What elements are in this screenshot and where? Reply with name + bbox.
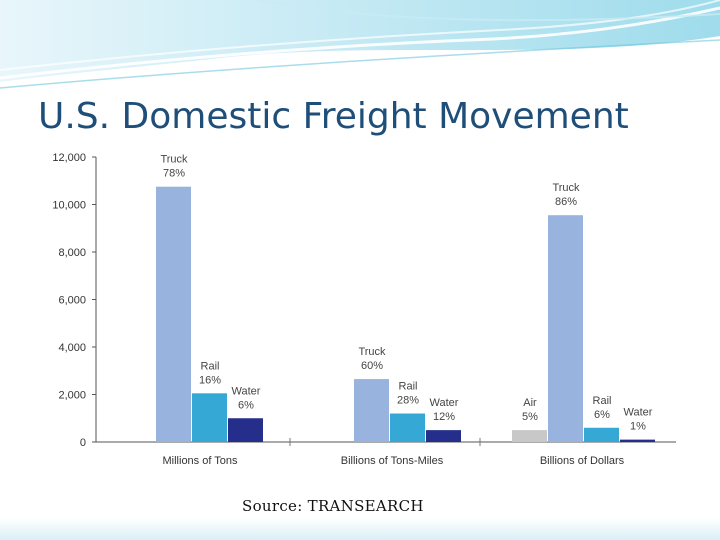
y-tick-label: 12,000: [52, 152, 86, 164]
bar-water: [620, 439, 655, 442]
bar-mode-label: Truck: [160, 154, 188, 166]
bar-share-label: 12%: [433, 411, 455, 423]
bar-share-label: 5%: [522, 411, 538, 423]
bar-truck: [354, 379, 389, 442]
bar-share-label: 16%: [199, 374, 221, 386]
header-banner: [0, 0, 720, 90]
bar-rail: [390, 413, 425, 442]
bar-share-label: 78%: [163, 168, 185, 180]
bar-mode-label: Rail: [593, 395, 612, 407]
bar-share-label: 1%: [630, 421, 646, 433]
bar-mode-label: Water: [624, 407, 653, 419]
bar-share-label: 86%: [555, 196, 577, 208]
x-category-label: Billions of Tons-Miles: [341, 455, 444, 467]
bar-mode-label: Water: [430, 397, 459, 409]
y-tick-label: 8,000: [58, 247, 86, 259]
x-category-label: Billions of Dollars: [540, 455, 625, 467]
y-tick-label: 6,000: [58, 295, 86, 307]
y-tick-label: 10,000: [52, 200, 86, 212]
y-tick-label: 4,000: [58, 342, 86, 354]
chart-panel: 0 2,000 4,000 6,000 8,000 10,000 12,000 Truck 78…: [36, 143, 680, 490]
bar-truck: [156, 186, 191, 442]
bar-air: [512, 430, 547, 442]
bar-truck: [548, 215, 583, 442]
footer-band: [0, 518, 720, 540]
bar-water: [228, 418, 263, 442]
bar-share-label: 28%: [397, 395, 419, 407]
bar-share-label: 60%: [361, 360, 383, 372]
y-tick-label: 2,000: [58, 390, 86, 402]
bar-rail: [584, 427, 619, 442]
bar-mode-label: Truck: [358, 346, 386, 358]
bar-mode-label: Water: [232, 385, 261, 397]
bar-water: [426, 430, 461, 442]
freight-bar-chart: 0 2,000 4,000 6,000 8,000 10,000 12,000 Truck 78…: [52, 152, 676, 467]
x-category-label: Millions of Tons: [163, 455, 238, 467]
bar-mode-label: Truck: [552, 182, 580, 194]
bar-rail: [192, 393, 227, 442]
bar-mode-label: Rail: [201, 360, 220, 372]
bar-share-label: 6%: [594, 409, 610, 421]
bar-mode-label: Air: [523, 397, 537, 409]
source-caption: Source: TRANSEARCH: [242, 497, 424, 515]
bar-mode-label: Rail: [399, 381, 418, 393]
bar-share-label: 6%: [238, 399, 254, 411]
y-tick-label: 0: [80, 437, 86, 449]
slide-title: U.S. Domestic Freight Movement: [38, 96, 629, 137]
